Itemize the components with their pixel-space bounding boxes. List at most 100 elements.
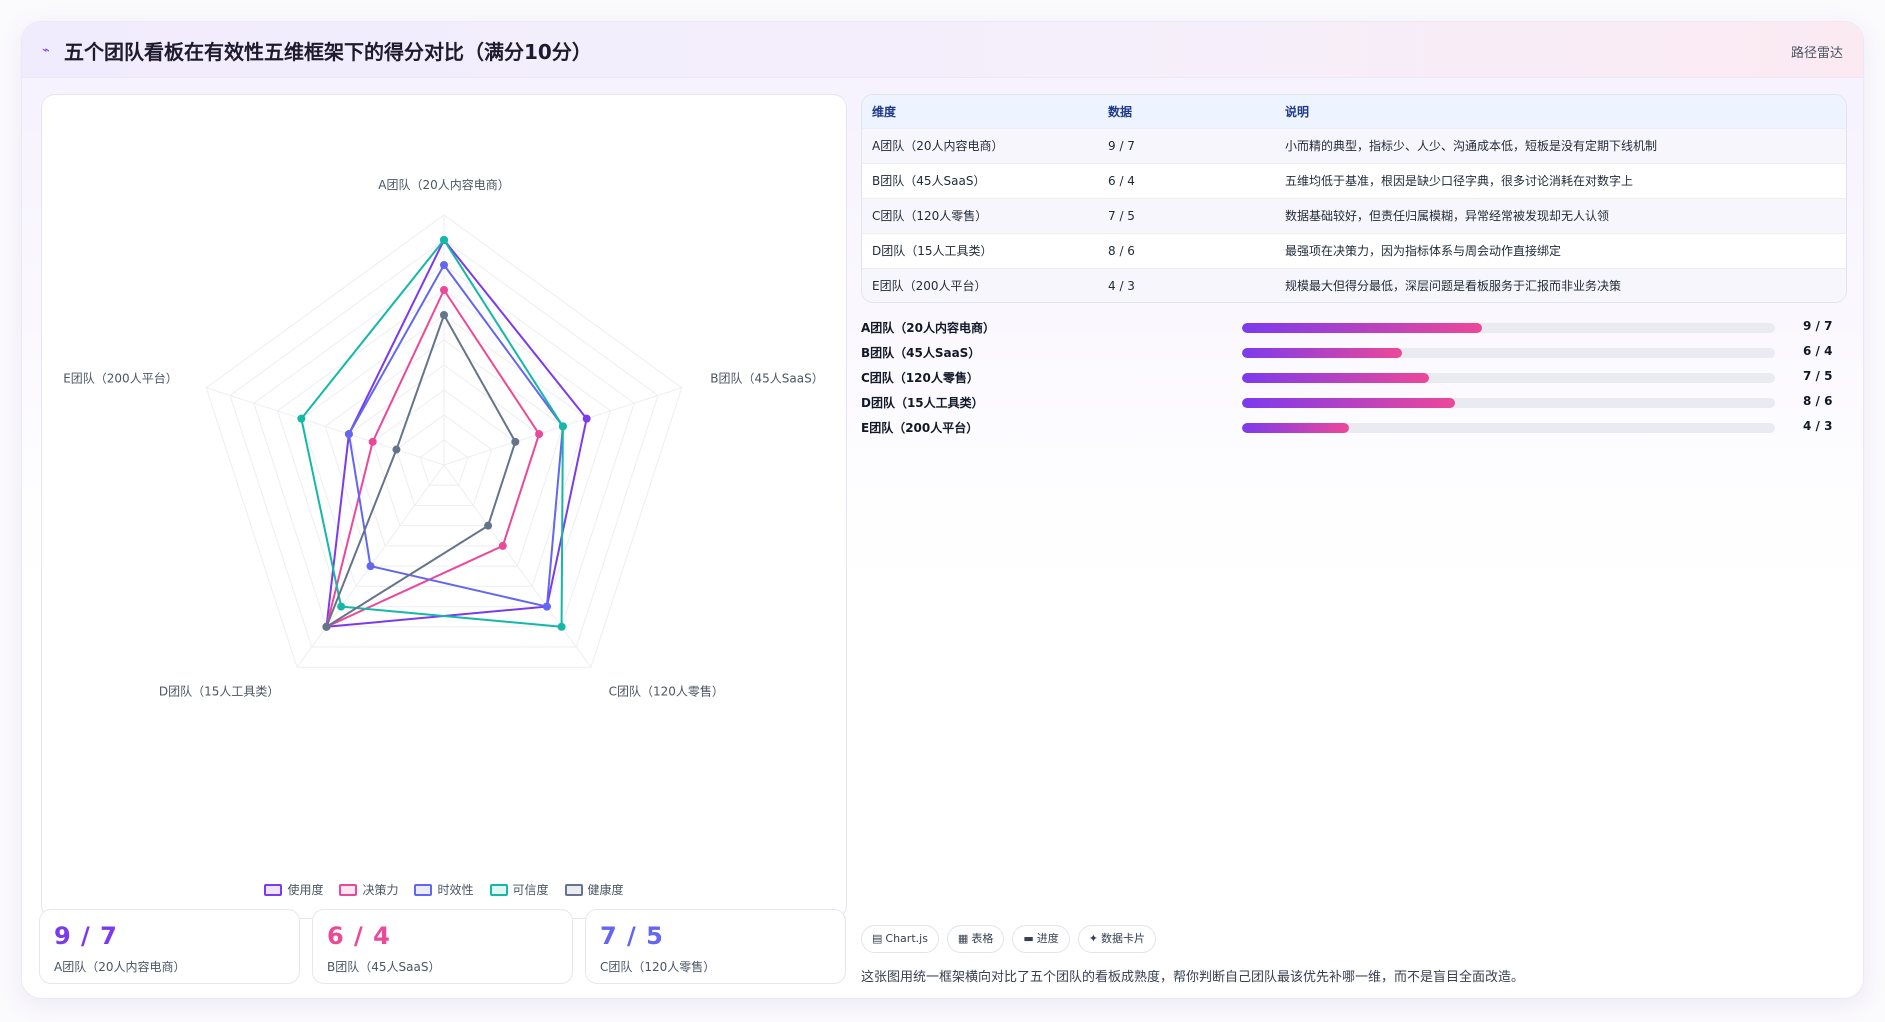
progress-row: C团队（120人零售） 7 / 5 bbox=[861, 365, 1847, 390]
main-card: ⌁ 五个团队看板在有效性五维框架下的得分对比（满分10分） 路径雷达 A团队（2… bbox=[21, 21, 1864, 999]
series-point bbox=[440, 286, 448, 294]
path-radar-link[interactable]: 路径雷达 bbox=[1790, 46, 1843, 61]
kpi-card-c: 7 / 5 C团队（120人零售） bbox=[585, 909, 846, 984]
progress-fill bbox=[1242, 423, 1349, 433]
progress-value: 6 / 4 bbox=[1803, 344, 1833, 358]
progress-label: D团队（15人工具类） bbox=[861, 396, 984, 410]
progress-label: A团队（20人内容电商） bbox=[861, 321, 995, 335]
legend-label: 时效性 bbox=[437, 883, 474, 897]
series-point bbox=[337, 602, 346, 611]
column-header: 数据 bbox=[1108, 104, 1133, 119]
grid-ring bbox=[324, 339, 564, 567]
chip-table[interactable]: ▦ 表格 bbox=[946, 925, 1005, 953]
pulse-icon: ⌁ bbox=[42, 43, 50, 58]
legend-item[interactable]: 决策力 bbox=[339, 881, 398, 898]
radar-chart: A团队（20人内容电商） B团队（45人SaaS） C团队（120人零售） D团队（1… bbox=[63, 177, 824, 699]
chip-chartjs[interactable]: ▤ Chart.js bbox=[861, 925, 939, 953]
chart-icon: ▤ bbox=[872, 932, 883, 945]
tag-chips: ▤ Chart.js ▦ 表格 ▬ 进度 ✦ 数据卡片 bbox=[861, 925, 1156, 953]
axis-line bbox=[206, 387, 445, 466]
radar-chart-panel: A团队（20人内容电商） B团队（45人SaaS） C团队（120人零售） D团队（1… bbox=[41, 94, 847, 919]
progress-icon: ▬ bbox=[1023, 932, 1034, 945]
table-header-row: 维度 数据 说明 bbox=[862, 95, 1846, 128]
axis-label: A团队（20人内容电商） bbox=[378, 177, 509, 192]
series-point bbox=[558, 422, 567, 431]
chip-label: Chart.js bbox=[885, 932, 928, 945]
table-row: E团队（200人平台） 4 / 3 规模最大但得分最低，深层问题是看板服务于汇报… bbox=[862, 268, 1846, 302]
progress-label: E团队（200人平台） bbox=[861, 421, 979, 435]
grid-ring bbox=[276, 289, 612, 608]
series-point bbox=[535, 430, 544, 439]
table-cell: 8 / 6 bbox=[1108, 243, 1135, 258]
progress-fill bbox=[1242, 323, 1482, 333]
progress-fill bbox=[1242, 398, 1456, 408]
series-point bbox=[368, 437, 377, 446]
kpi-card-b: 6 / 4 B团队（45人SaaS） bbox=[312, 909, 573, 984]
series-line bbox=[324, 312, 517, 630]
table-cell: 4 / 3 bbox=[1108, 278, 1135, 293]
series-point bbox=[498, 541, 507, 550]
chip-label: 进度 bbox=[1036, 932, 1059, 945]
table-cell: 数据基础较好，但责任归属模糊，异常经常被发现却无人认领 bbox=[1285, 209, 1610, 223]
series-line bbox=[325, 238, 588, 628]
progress-value: 7 / 5 bbox=[1803, 369, 1833, 383]
chip-progress[interactable]: ▬ 进度 bbox=[1012, 925, 1070, 953]
kpi-label: B团队（45人SaaS） bbox=[327, 960, 441, 974]
progress-track bbox=[1242, 348, 1775, 358]
progress-row: E团队（200人平台） 4 / 3 bbox=[861, 415, 1847, 440]
table-cell: C团队（120人零售） bbox=[872, 209, 988, 223]
progress-fill bbox=[1242, 373, 1429, 383]
legend-item[interactable]: 时效性 bbox=[414, 881, 474, 898]
table-cell: B团队（45人SaaS） bbox=[872, 174, 986, 188]
table-cell: A团队（20人内容电商） bbox=[872, 139, 1004, 153]
grid-ring bbox=[253, 264, 635, 628]
chip-data-card[interactable]: ✦ 数据卡片 bbox=[1077, 925, 1156, 953]
grid-ring bbox=[419, 439, 469, 486]
axis-label: C团队（120人零售） bbox=[609, 684, 724, 699]
series-point bbox=[511, 437, 520, 446]
axis-label: B团队（45人SaaS） bbox=[710, 370, 823, 385]
progress-track bbox=[1242, 323, 1775, 333]
progress-track bbox=[1242, 398, 1775, 408]
progress-label: C团队（120人零售） bbox=[861, 371, 979, 385]
legend-swatch bbox=[489, 883, 508, 896]
series-point bbox=[344, 430, 353, 439]
data-table: 维度 数据 说明 A团队（20人内容电商） 9 / 7 小而精的典型，指标少、人… bbox=[861, 94, 1847, 303]
legend-item[interactable]: 健康度 bbox=[564, 881, 624, 898]
table-cell: 7 / 5 bbox=[1108, 208, 1135, 223]
table-cell: 6 / 4 bbox=[1108, 173, 1135, 188]
legend-item[interactable]: 使用度 bbox=[264, 881, 323, 898]
chip-label: 表格 bbox=[971, 932, 994, 945]
kpi-label: C团队（120人零售） bbox=[600, 960, 716, 974]
axis-line bbox=[443, 464, 592, 668]
table-cell: E团队（200人平台） bbox=[872, 279, 987, 294]
legend-label: 可信度 bbox=[512, 883, 549, 897]
progress-row: D团队（15人工具类） 8 / 6 bbox=[861, 390, 1847, 415]
table-row: B团队（45人SaaS） 6 / 4 五维均低于基准，根因是缺少口径字典，很多讨… bbox=[862, 163, 1846, 198]
series-point bbox=[366, 562, 375, 571]
grid-ring bbox=[372, 389, 516, 527]
series-point bbox=[557, 622, 566, 631]
legend-label: 健康度 bbox=[587, 883, 624, 897]
series-point bbox=[297, 414, 306, 423]
page-title: 五个团队看板在有效性五维框架下的得分对比（满分10分） bbox=[64, 40, 592, 64]
footnote: 这张图用统一框架横向对比了五个团队的看板成熟度，帮你判断自己团队最该优先补哪一维… bbox=[861, 970, 1525, 985]
chip-label: 数据卡片 bbox=[1100, 932, 1145, 945]
legend-item[interactable]: 可信度 bbox=[489, 881, 549, 898]
grid-ring bbox=[229, 239, 659, 648]
table-icon: ▦ bbox=[957, 932, 969, 945]
series-point bbox=[322, 622, 331, 631]
progress-label: B团队（45人SaaS） bbox=[861, 346, 981, 360]
progress-row: A团队（20人内容电商） 9 / 7 bbox=[861, 315, 1847, 340]
column-header: 维度 bbox=[872, 104, 897, 119]
series-point bbox=[440, 261, 448, 269]
progress-row: B团队（45人SaaS） 6 / 4 bbox=[861, 340, 1847, 365]
column-header: 说明 bbox=[1285, 104, 1310, 119]
grid-ring bbox=[348, 364, 540, 547]
chart-legend: 使用度 决策力 时效性 可信度 健康度 bbox=[42, 881, 846, 898]
grid-ring bbox=[395, 414, 493, 506]
series-line bbox=[347, 263, 564, 608]
legend-swatch bbox=[339, 883, 358, 896]
series-line bbox=[324, 287, 541, 629]
table-row: A团队（20人内容电商） 9 / 7 小而精的典型，指标少、人少、沟通成本低，短… bbox=[862, 128, 1846, 163]
